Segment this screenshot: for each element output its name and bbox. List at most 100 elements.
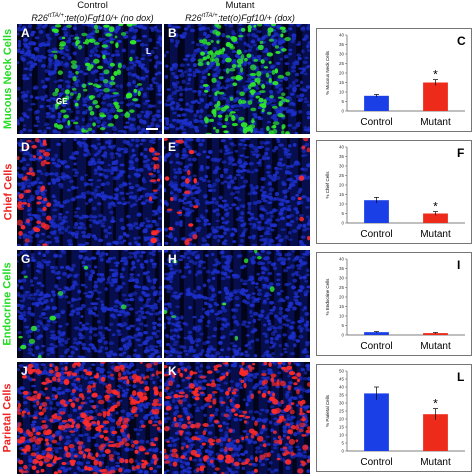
panel-label-B: B — [168, 26, 177, 40]
y-tick-label: 5 — [341, 323, 344, 328]
y-tick-label: 25 — [339, 61, 345, 66]
bar-control — [364, 393, 389, 451]
y-tick-label: 10 — [339, 314, 345, 319]
row-label-parietal: Parietal Cells — [2, 383, 14, 453]
row-label-endocrine: Endocrine Cells — [2, 262, 15, 346]
y-axis-label: % Parietal Cells — [325, 394, 330, 427]
bar-mutant — [423, 333, 448, 335]
chart-panel-F: F % Chief Cells 0 5 10 15 20 25 30 35 40 Control Mut… — [316, 140, 472, 244]
y-tick-label: 20 — [339, 183, 345, 188]
y-tick-label: 0 — [341, 221, 344, 226]
micrograph-panel-H — [164, 250, 310, 358]
y-tick-label: 30 — [339, 52, 345, 57]
y-tick-label: 25 — [339, 285, 345, 290]
y-tick-label: 0 — [341, 333, 344, 338]
y-tick-label: 10 — [339, 433, 345, 438]
mutant-title: Mutant — [225, 0, 255, 11]
category-label: Control — [360, 117, 392, 128]
bar-mutant — [423, 213, 448, 223]
panel-label-K: K — [168, 364, 177, 378]
y-tick-label: 10 — [339, 90, 345, 95]
panel-label-A: A — [21, 26, 30, 40]
gastric-epithelium-label: GE — [56, 97, 68, 106]
chart-panel-C: C % Mucous Neck Cells 0 5 10 15 20 25 30 35 40 Cont… — [316, 28, 472, 132]
micrograph-image — [17, 250, 162, 358]
category-label: Control — [360, 229, 392, 240]
micrograph-image — [17, 362, 162, 474]
chart-panel-label: I — [457, 258, 460, 272]
y-axis-label: % Mucous Neck Cells — [325, 50, 330, 95]
y-tick-label: 25 — [339, 409, 345, 414]
chart-panel-label: C — [457, 34, 466, 48]
micrograph-image — [17, 24, 162, 134]
chart-panel-L: L % Parietal Cells 0 5 10 15 20 25 30 35 40 45 50 Con… — [316, 364, 472, 472]
scale-bar — [146, 128, 158, 130]
row-label-chief: Chief Cells — [2, 163, 15, 221]
micrograph-image — [164, 138, 310, 246]
chart-panel-I: I % Endocrine Cells 0 5 10 15 20 25 30 35 40 Contro… — [316, 252, 472, 356]
y-tick-label: 15 — [339, 425, 345, 430]
lumen-label: L — [146, 47, 151, 56]
control-column-header: Control R26rtTA/+;tet(o)Fgf10/+ (no dox) — [20, 0, 165, 24]
micrograph-panel-G — [17, 250, 162, 358]
panel-label-H: H — [168, 252, 177, 266]
y-tick-label: 15 — [339, 304, 345, 309]
y-tick-label: 35 — [339, 266, 345, 271]
y-tick-label: 30 — [339, 401, 345, 406]
y-axis-label: % Chief Cells — [325, 171, 330, 199]
micrograph-image — [164, 250, 310, 358]
panel-label-E: E — [168, 140, 177, 154]
micrograph-panel-J — [17, 362, 162, 474]
chart-panel-label: L — [457, 370, 464, 384]
bar-mutant — [423, 82, 448, 111]
y-tick-label: 30 — [339, 164, 345, 169]
significance-star: * — [433, 200, 438, 214]
panel-label-J: J — [21, 364, 28, 378]
micrograph-image — [164, 24, 310, 134]
category-label: Mutant — [420, 457, 451, 468]
mutant-genotype: R26rtTA/+;tet(o)Fgf10/+ (dox) — [185, 13, 295, 23]
category-label: Mutant — [420, 229, 451, 240]
y-tick-label: 45 — [339, 377, 345, 382]
y-axis-label: % Endocrine Cells — [325, 278, 330, 316]
bar-control — [364, 200, 389, 223]
panel-label-G: G — [21, 252, 31, 266]
significance-star: * — [433, 68, 438, 82]
micrograph-panel-E — [164, 138, 310, 246]
bar-mutant — [423, 414, 448, 451]
significance-star: * — [433, 397, 438, 411]
y-tick-label: 5 — [341, 211, 344, 216]
y-tick-label: 40 — [339, 385, 345, 390]
control-title: Control — [77, 0, 108, 11]
y-tick-label: 35 — [339, 393, 345, 398]
bar-control — [364, 95, 389, 111]
y-tick-label: 25 — [339, 173, 345, 178]
micrograph-image — [164, 362, 310, 474]
micrograph-panel-K — [164, 362, 310, 474]
y-tick-label: 0 — [341, 109, 344, 114]
chart-panel-label: F — [457, 146, 464, 160]
category-label: Mutant — [420, 341, 451, 352]
y-tick-label: 40 — [339, 257, 345, 262]
panel-label-D: D — [21, 140, 30, 154]
row-label-mucous-neck: Mucous Neck Cells — [2, 28, 15, 130]
y-tick-label: 10 — [339, 202, 345, 207]
y-tick-label: 30 — [339, 276, 345, 281]
micrograph-panel-A — [17, 24, 162, 134]
micrograph-image — [17, 138, 162, 246]
y-tick-label: 15 — [339, 192, 345, 197]
y-tick-label: 40 — [339, 145, 345, 150]
y-tick-label: 5 — [341, 99, 344, 104]
category-label: Mutant — [420, 117, 451, 128]
bar-control — [364, 332, 389, 335]
y-tick-label: 0 — [341, 449, 344, 454]
y-tick-label: 35 — [339, 154, 345, 159]
micrograph-panel-D — [17, 138, 162, 246]
y-tick-label: 20 — [339, 417, 345, 422]
y-tick-label: 15 — [339, 80, 345, 85]
mutant-column-header: Mutant R26rtTA/+;tet(o)Fgf10/+ (dox) — [165, 0, 315, 24]
category-label: Control — [360, 341, 392, 352]
category-label: Control — [360, 457, 392, 468]
y-tick-label: 40 — [339, 33, 345, 38]
micrograph-panel-B — [164, 24, 310, 134]
